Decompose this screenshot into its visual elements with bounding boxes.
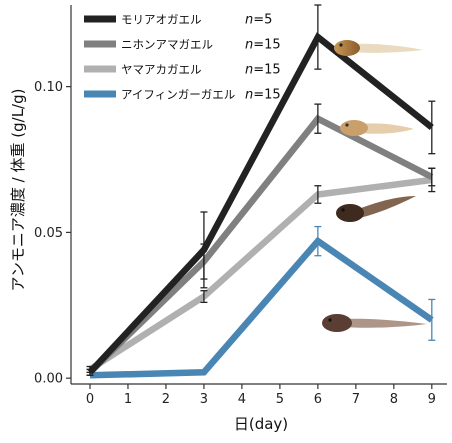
error-bar	[200, 290, 208, 304]
legend-n-value: =5	[253, 13, 272, 28]
series-lines	[87, 32, 434, 379]
x-tick-label: 1	[124, 392, 132, 407]
error-bar	[200, 243, 208, 280]
error-bar	[314, 4, 322, 70]
tadpole-image-aifingaagaeru	[322, 314, 427, 332]
y-axis-title: アンモニア濃度 / 体重 (g/L/g)	[9, 89, 27, 292]
legend-n-prefix: n	[245, 63, 253, 78]
legend-label: ニホンアマガエル	[121, 38, 213, 52]
error-bar	[314, 185, 322, 204]
y-ticks: 0.00 0.05 0.10	[34, 80, 71, 387]
legend-n-prefix: n	[245, 88, 253, 103]
error-bar	[428, 298, 436, 341]
series-line-0	[87, 32, 434, 375]
legend-n-prefix: n	[245, 13, 253, 28]
x-axis-title: 日(day)	[234, 415, 288, 433]
error-bars	[86, 4, 436, 376]
legend-label: アイフィンガーガエル	[121, 88, 235, 102]
x-tick-label: 0	[86, 392, 94, 407]
error-bar	[428, 167, 436, 193]
x-ticks: 0 1 2 3 4 5 6 7 8 9	[86, 384, 436, 407]
error-bar	[86, 365, 94, 373]
series-line-3	[89, 236, 434, 379]
legend-n-value: =15	[253, 63, 280, 78]
x-tick-label: 8	[390, 392, 398, 407]
error-bar	[314, 103, 322, 134]
legend-label: モリアオガエル	[121, 13, 202, 27]
x-tick-label: 9	[428, 392, 436, 407]
x-tick-label: 3	[200, 392, 208, 407]
y-tick-label: 0.10	[34, 80, 63, 95]
error-bar	[314, 225, 322, 257]
y-tick-label: 0.05	[34, 226, 63, 241]
x-tick-label: 4	[238, 392, 246, 407]
error-bar	[428, 100, 436, 155]
legend-n-count: n=5	[245, 13, 272, 28]
x-tick-label: 5	[276, 392, 284, 407]
y-tick-label: 0.00	[34, 372, 63, 387]
tadpole-image-yamaakagaeru	[336, 196, 416, 222]
x-tick-label: 2	[162, 392, 170, 407]
legend-n-value: =15	[253, 38, 280, 53]
legend-n-count: n=15	[245, 63, 281, 78]
legend-n-value: =15	[253, 88, 280, 103]
series-line-2	[88, 176, 433, 373]
tadpole-image-nihonamagaeru	[340, 120, 414, 136]
x-tick-label: 7	[352, 392, 360, 407]
legend-n-count: n=15	[245, 88, 281, 103]
legend-label: ヤマアカガエル	[121, 63, 202, 77]
legend-n-prefix: n	[245, 38, 253, 53]
legend-n-count: n=15	[245, 38, 281, 53]
series-line-1	[87, 114, 434, 375]
tadpole-image-moriaogaeru	[334, 40, 423, 56]
x-tick-label: 6	[314, 392, 322, 407]
